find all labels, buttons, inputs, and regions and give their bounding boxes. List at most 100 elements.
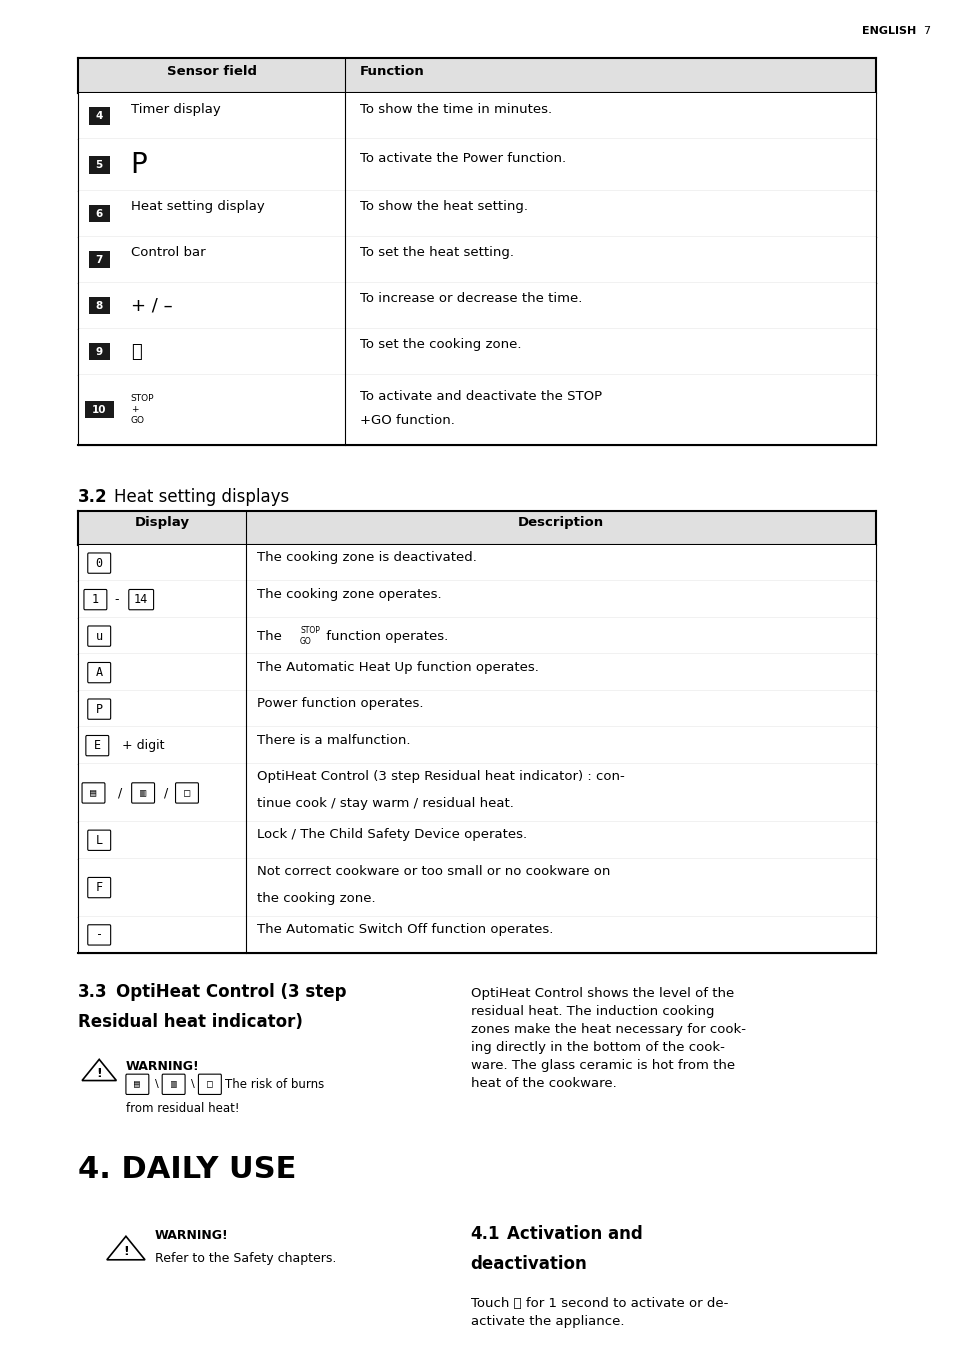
- Text: 4. DAILY USE: 4. DAILY USE: [78, 1155, 296, 1183]
- Text: OptiHeat Control shows the level of the
residual heat. The induction cooking
zon: OptiHeat Control shows the level of the …: [470, 987, 745, 1090]
- Bar: [78, 511, 875, 545]
- Text: Sensor field: Sensor field: [167, 65, 256, 78]
- Text: ▤: ▤: [91, 788, 96, 798]
- Text: -: -: [114, 594, 118, 606]
- Text: 1: 1: [91, 594, 99, 606]
- Text: 3.3: 3.3: [78, 983, 108, 1000]
- Text: ⌛: ⌛: [131, 342, 141, 361]
- Text: Description: Description: [517, 516, 603, 530]
- Text: !: !: [123, 1245, 129, 1259]
- Text: ENGLISH: ENGLISH: [861, 26, 915, 35]
- Bar: [89, 297, 110, 315]
- Text: 7: 7: [923, 26, 929, 35]
- Text: -: -: [95, 929, 103, 941]
- FancyBboxPatch shape: [88, 925, 111, 945]
- Text: □: □: [184, 788, 190, 798]
- Text: ▥: ▥: [171, 1079, 176, 1090]
- Text: GO: GO: [131, 416, 145, 425]
- Text: 3.2: 3.2: [78, 488, 108, 506]
- Text: OptiHeat Control (3 step: OptiHeat Control (3 step: [116, 983, 347, 1000]
- Text: /: /: [118, 787, 122, 799]
- Text: 5: 5: [95, 160, 103, 170]
- Text: Activation and: Activation and: [506, 1225, 642, 1242]
- Text: function operates.: function operates.: [322, 630, 448, 642]
- Text: Power function operates.: Power function operates.: [257, 698, 423, 710]
- Text: L: L: [95, 834, 103, 846]
- FancyBboxPatch shape: [88, 626, 111, 646]
- Text: To show the time in minutes.: To show the time in minutes.: [359, 103, 551, 116]
- Bar: [78, 764, 875, 822]
- Bar: [78, 581, 875, 618]
- Bar: [78, 545, 875, 581]
- Text: 8: 8: [95, 300, 103, 311]
- Text: 4.1: 4.1: [470, 1225, 499, 1242]
- Text: Timer display: Timer display: [131, 103, 220, 116]
- FancyBboxPatch shape: [86, 735, 109, 756]
- Text: /: /: [164, 787, 168, 799]
- FancyBboxPatch shape: [88, 699, 111, 719]
- FancyBboxPatch shape: [88, 830, 111, 850]
- Text: The cooking zone operates.: The cooking zone operates.: [257, 588, 441, 600]
- Text: 9: 9: [95, 346, 103, 357]
- Text: !: !: [96, 1067, 102, 1080]
- Bar: [78, 618, 875, 654]
- Text: WARNING!: WARNING!: [126, 1060, 199, 1073]
- FancyBboxPatch shape: [129, 589, 153, 610]
- FancyBboxPatch shape: [88, 877, 111, 898]
- FancyBboxPatch shape: [162, 1075, 185, 1095]
- Text: F: F: [95, 882, 103, 894]
- Text: + digit: + digit: [122, 740, 165, 752]
- Bar: [78, 58, 875, 93]
- Text: E: E: [93, 740, 101, 752]
- Text: WARNING!: WARNING!: [154, 1229, 228, 1242]
- Bar: [78, 191, 875, 237]
- Text: To show the heat setting.: To show the heat setting.: [359, 200, 527, 214]
- Text: Heat setting display: Heat setting display: [131, 200, 264, 214]
- Text: 4: 4: [95, 111, 103, 122]
- Bar: [78, 237, 875, 283]
- Text: STOP: STOP: [131, 395, 154, 403]
- Text: +GO function.: +GO function.: [359, 414, 455, 427]
- Bar: [89, 108, 110, 126]
- Bar: [78, 654, 875, 691]
- Text: Refer to the Safety chapters.: Refer to the Safety chapters.: [154, 1252, 335, 1265]
- Text: + / –: + / –: [131, 296, 172, 315]
- Text: The risk of burns: The risk of burns: [225, 1078, 324, 1091]
- FancyBboxPatch shape: [88, 662, 111, 683]
- Bar: [78, 329, 875, 375]
- Text: Touch Ⓙ for 1 second to activate or de-
activate the appliance.: Touch Ⓙ for 1 second to activate or de- …: [470, 1297, 727, 1328]
- Bar: [78, 917, 875, 953]
- Text: STOP: STOP: [300, 626, 319, 635]
- Text: The cooking zone is deactivated.: The cooking zone is deactivated.: [257, 552, 476, 564]
- Text: Function: Function: [359, 65, 424, 78]
- Text: ▥: ▥: [140, 788, 146, 798]
- Bar: [78, 375, 875, 445]
- Text: P: P: [131, 151, 148, 178]
- Bar: [89, 206, 110, 223]
- FancyBboxPatch shape: [88, 553, 111, 573]
- Text: To activate the Power function.: To activate the Power function.: [359, 151, 565, 165]
- Bar: [78, 727, 875, 764]
- Text: the cooking zone.: the cooking zone.: [257, 892, 375, 904]
- Text: 6: 6: [95, 208, 103, 219]
- Bar: [78, 283, 875, 329]
- Text: The Automatic Heat Up function operates.: The Automatic Heat Up function operates.: [257, 661, 538, 673]
- Text: 14: 14: [134, 594, 148, 606]
- Bar: [85, 402, 113, 419]
- Bar: [89, 251, 110, 269]
- FancyBboxPatch shape: [84, 589, 107, 610]
- FancyBboxPatch shape: [175, 783, 198, 803]
- Text: from residual heat!: from residual heat!: [126, 1102, 239, 1115]
- Text: u: u: [95, 630, 103, 642]
- Text: A: A: [95, 667, 103, 679]
- Bar: [78, 93, 875, 139]
- Text: \: \: [154, 1079, 158, 1090]
- Text: OptiHeat Control (3 step Residual heat indicator) : con-: OptiHeat Control (3 step Residual heat i…: [257, 771, 624, 783]
- Bar: [89, 343, 110, 361]
- Text: 10: 10: [91, 404, 107, 415]
- Text: Display: Display: [134, 516, 190, 530]
- Text: To increase or decrease the time.: To increase or decrease the time.: [359, 292, 581, 306]
- Text: Lock / The Child Safety Device operates.: Lock / The Child Safety Device operates.: [257, 829, 527, 841]
- Bar: [78, 139, 875, 191]
- Bar: [89, 155, 110, 173]
